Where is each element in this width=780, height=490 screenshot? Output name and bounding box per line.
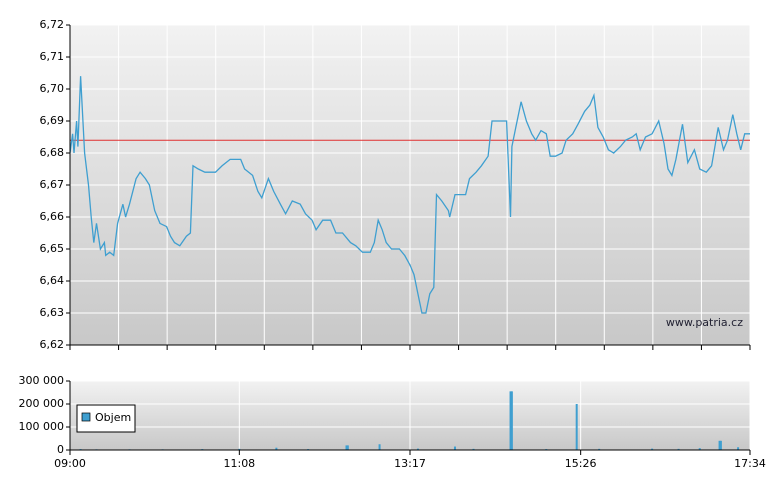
y-tick-label: 6,70 [40, 82, 65, 95]
volume-bar [719, 440, 722, 450]
volume-bar [416, 448, 419, 450]
volume-bar [677, 448, 680, 450]
volume-bar [575, 404, 578, 450]
y-tick-label: 6,64 [40, 274, 65, 287]
y-tick-label: 6,63 [40, 306, 65, 319]
y-tick-label: 6,66 [40, 210, 65, 223]
y-tick-label: 6,72 [40, 18, 65, 31]
volume-bar [453, 446, 456, 450]
legend-swatch [81, 412, 91, 422]
y-tick-label: 6,67 [40, 178, 65, 191]
legend-label: Objem [95, 411, 131, 424]
volume-bar [378, 444, 381, 450]
volume-bar [510, 391, 513, 450]
price-line [69, 76, 750, 314]
volume-bar [346, 445, 349, 450]
x-tick-label: 13:17 [394, 457, 426, 470]
y-tick-label: 6,65 [40, 242, 65, 255]
volume-bar [472, 448, 475, 450]
volume-bar [737, 447, 740, 450]
x-tick-label: 09:00 [54, 457, 86, 470]
y-tick-label: 200 000 [19, 397, 65, 410]
y-tick-label: 300 000 [19, 374, 65, 387]
volume-bar [275, 447, 278, 450]
volume-bar [238, 448, 241, 450]
y-tick-label: 0 [57, 443, 64, 456]
x-tick-label: 17:34 [734, 457, 766, 470]
y-tick-label: 6,62 [40, 338, 65, 351]
volume-bar [598, 448, 601, 450]
y-tick-label: 100 000 [19, 420, 65, 433]
x-tick-label: 15:26 [565, 457, 597, 470]
y-tick-label: 6,69 [40, 114, 65, 127]
volume-bar [345, 445, 348, 450]
volume-bar [509, 391, 512, 450]
y-tick-label: 6,68 [40, 146, 65, 159]
volume-bar [651, 448, 654, 450]
x-tick-label: 11:08 [223, 457, 255, 470]
volume-bar [718, 440, 721, 450]
watermark: www.patria.cz [666, 316, 743, 329]
y-tick-label: 6,71 [40, 50, 65, 63]
volume-bar [698, 448, 701, 450]
